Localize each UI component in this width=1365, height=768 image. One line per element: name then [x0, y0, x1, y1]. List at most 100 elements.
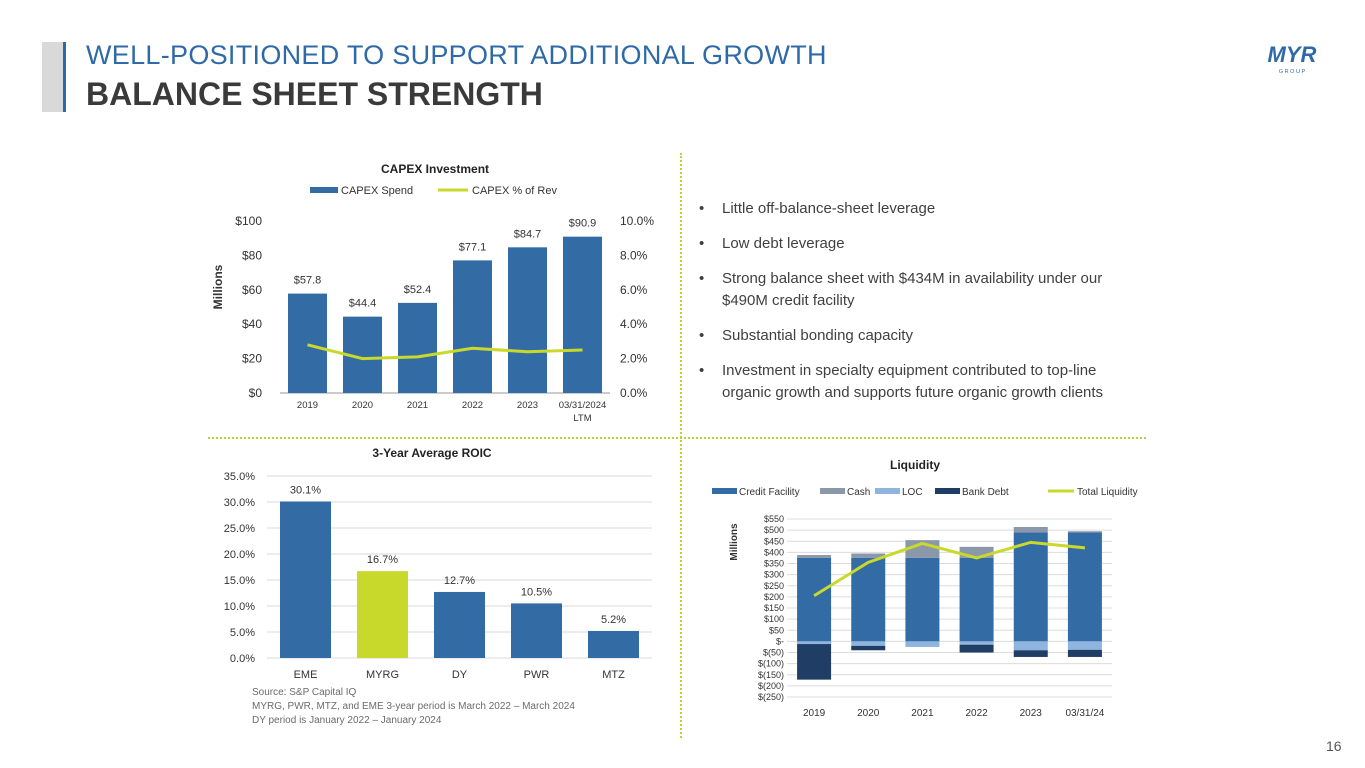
- y-tick-label: $400: [764, 547, 784, 557]
- liquidity-bar-segment: [1013, 527, 1048, 533]
- title-accent-line: [63, 42, 66, 112]
- y-tick-label: 15.0%: [224, 575, 255, 587]
- y-tick-label: $(150): [758, 670, 784, 680]
- bullet-item: • Low debt leverage: [697, 233, 1137, 255]
- y-tick-label: 30.0%: [224, 497, 255, 509]
- y-axis-label: Millions: [729, 523, 740, 561]
- bullet-list: • Little off-balance-sheet leverage • Low …: [697, 198, 1137, 417]
- bar-data-label: 30.1%: [290, 484, 321, 496]
- x-tick-label: PWR: [524, 669, 550, 681]
- y-tick-label: $(250): [758, 692, 784, 702]
- legend-swatch-bar: [712, 488, 737, 494]
- bullet-item: • Strong balance sheet with $434M in avai…: [697, 268, 1137, 312]
- bar-data-label: 16.7%: [367, 554, 398, 566]
- roic-bar: [588, 630, 639, 658]
- liquidity-bar-segment: [1013, 641, 1048, 651]
- capex-pct-line: [307, 343, 583, 361]
- bullet-item: • Little off-balance-sheet leverage: [697, 198, 1137, 220]
- roic-bar: [280, 501, 331, 658]
- y-tick-label: $150: [764, 603, 784, 613]
- liquidity-bar-segment: [959, 644, 994, 653]
- horizontal-divider: [208, 437, 1146, 439]
- liquidity-bar-segment: [905, 557, 940, 642]
- liquidity-bar-segment: [905, 641, 940, 647]
- liquidity-bar-segment: [851, 645, 886, 651]
- liquidity-bar-segment: [1067, 532, 1102, 642]
- liquidity-bar-segment: [1067, 649, 1102, 657]
- bullet-text: Substantial bonding capacity: [722, 327, 913, 344]
- capex-chart: CAPEX Investment CAPEX Spend CAPEX % of Re…: [211, 162, 654, 424]
- y-tick-label: $(50): [763, 648, 784, 658]
- page-title: WELL-POSITIONED TO SUPPORT ADDITIONAL GR…: [86, 40, 827, 70]
- bar-data-label: $52.4: [404, 284, 432, 296]
- chart-title: Liquidity: [890, 458, 940, 472]
- x-tick-label: 2021: [911, 708, 934, 719]
- bullet-text: Strong balance sheet with $434M in avail…: [722, 270, 1103, 309]
- x-tick-label: 2022: [965, 708, 988, 719]
- liquidity-bar-segment: [797, 555, 832, 558]
- bullet-dot: •: [699, 362, 705, 379]
- title-accent-bar: [42, 42, 66, 112]
- bullet-text: Investment in specialty equipment contri…: [722, 362, 1104, 401]
- capex-bar: [508, 247, 547, 393]
- legend-label: CAPEX Spend: [341, 185, 413, 197]
- y-tick-label: $40: [242, 317, 262, 331]
- legend-swatch-bar: [310, 187, 338, 193]
- y-tick-label: $450: [764, 536, 784, 546]
- liquidity-chart: Liquidity Credit Facility Cash LOC Bank Debt…: [712, 458, 1138, 719]
- bar-data-label: 12.7%: [444, 575, 475, 587]
- y-tick-label: $100: [235, 214, 262, 228]
- liquidity-bar-segment: [959, 557, 994, 642]
- legend-label: CAPEX % of Rev: [472, 185, 557, 197]
- y2-tick-label: 4.0%: [620, 317, 648, 331]
- capex-bar: [398, 302, 437, 393]
- bar-data-label: $57.8: [294, 275, 322, 287]
- bullet-dot: •: [699, 235, 705, 252]
- x-tick-label: 2023: [517, 400, 538, 411]
- y-tick-label: $350: [764, 559, 784, 569]
- bar-data-label: 10.5%: [521, 586, 552, 598]
- liquidity-bar-segment: [797, 644, 832, 680]
- x-tick-label: 2023: [1020, 708, 1043, 719]
- vertical-divider: [680, 153, 682, 738]
- y-tick-label: $(200): [758, 681, 784, 691]
- roic-bar: [357, 571, 408, 658]
- liquidity-bar-segment: [1013, 532, 1048, 642]
- legend-label: LOC: [902, 487, 923, 498]
- page-number: 16: [1326, 738, 1342, 754]
- x-tick-label: 2022: [462, 400, 483, 411]
- y2-tick-label: 10.0%: [620, 214, 654, 228]
- y-tick-label: $300: [764, 570, 784, 580]
- legend-label: Total Liquidity: [1077, 487, 1138, 498]
- chart-title: CAPEX Investment: [381, 162, 489, 176]
- liquidity-bar-segment: [797, 641, 832, 645]
- y-tick-label: $250: [764, 581, 784, 591]
- x-tick-label: 03/31/24: [1065, 708, 1104, 719]
- liquidity-bar-segment: [1067, 641, 1102, 650]
- y2-tick-label: 2.0%: [620, 352, 648, 366]
- liquidity-bar-segment: [851, 641, 886, 646]
- roic-bar: [511, 603, 562, 658]
- y-tick-label: $50: [769, 625, 784, 635]
- bar-data-label: $90.9: [569, 218, 597, 230]
- bullet-text: Low debt leverage: [722, 235, 845, 252]
- y-tick-label: 25.0%: [224, 523, 255, 535]
- liquidity-bar-segment: [959, 546, 994, 558]
- x-tick-label: DY: [452, 669, 468, 681]
- x-tick-sublabel: LTM: [573, 413, 591, 424]
- bullet-text: Little off-balance-sheet leverage: [722, 200, 936, 217]
- legend-label: Bank Debt: [962, 487, 1009, 498]
- y-tick-label: $500: [764, 525, 784, 535]
- bullet-item: • Substantial bonding capacity: [697, 325, 1137, 347]
- y-tick-label: 35.0%: [224, 471, 255, 483]
- bullet-item: • Investment in specialty equipment contr…: [697, 360, 1137, 404]
- x-tick-label: MYRG: [366, 669, 399, 681]
- y2-tick-label: 8.0%: [620, 248, 648, 262]
- y-tick-label: 0.0%: [230, 653, 255, 665]
- logo-subtext: G R O U P: [1279, 69, 1306, 75]
- y-tick-label: $20: [242, 352, 262, 366]
- legend-label: Credit Facility: [739, 487, 800, 498]
- page-subtitle: BALANCE SHEET STRENGTH: [86, 76, 543, 112]
- y-axis-label: Millions: [211, 264, 225, 309]
- myr-group-logo: MYR G R O U P: [1268, 42, 1317, 75]
